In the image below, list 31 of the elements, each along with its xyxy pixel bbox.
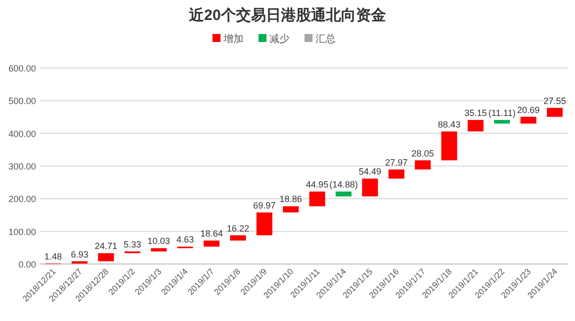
y-tick-label: 100.00: [8, 226, 36, 237]
data-label: 16.22: [226, 223, 250, 234]
data-label: 4.63: [176, 234, 194, 245]
data-label: 88.43: [438, 119, 460, 130]
data-label: 5.33: [124, 239, 142, 250]
chart-title: 近20个交易日港股通北向资金: [188, 6, 386, 24]
data-label: 28.05: [412, 148, 434, 158]
data-label: 18.64: [200, 228, 223, 239]
y-tick-label: 500.00: [8, 96, 36, 106]
data-label: 1.48: [44, 252, 62, 262]
data-label: 35.15: [464, 108, 487, 118]
legend-label: 增加: [222, 33, 244, 45]
legend-label: 减少: [270, 33, 290, 45]
y-tick-label: 300.00: [8, 162, 36, 172]
y-tick-label: 0.00: [18, 260, 36, 270]
data-label: 18.86: [280, 194, 302, 204]
data-label: 54.49: [358, 166, 382, 177]
data-label: 6.93: [70, 249, 88, 260]
data-label: 20.69: [517, 104, 540, 115]
data-label: 44.95: [306, 180, 328, 190]
data-label: 27.97: [385, 157, 408, 168]
data-label: 27.55: [544, 96, 566, 106]
y-tick-label: 400.00: [8, 128, 36, 139]
y-tick-label: 200.00: [8, 194, 36, 204]
legend-label: 汇总: [316, 33, 336, 45]
data-label: (11.11): [488, 108, 516, 118]
data-label: (14.88): [329, 180, 358, 190]
data-label: 69.97: [253, 200, 276, 210]
data-label: 24.71: [94, 241, 118, 252]
y-tick-label: 600.00: [8, 64, 36, 74]
data-label: 10.03: [148, 236, 170, 246]
